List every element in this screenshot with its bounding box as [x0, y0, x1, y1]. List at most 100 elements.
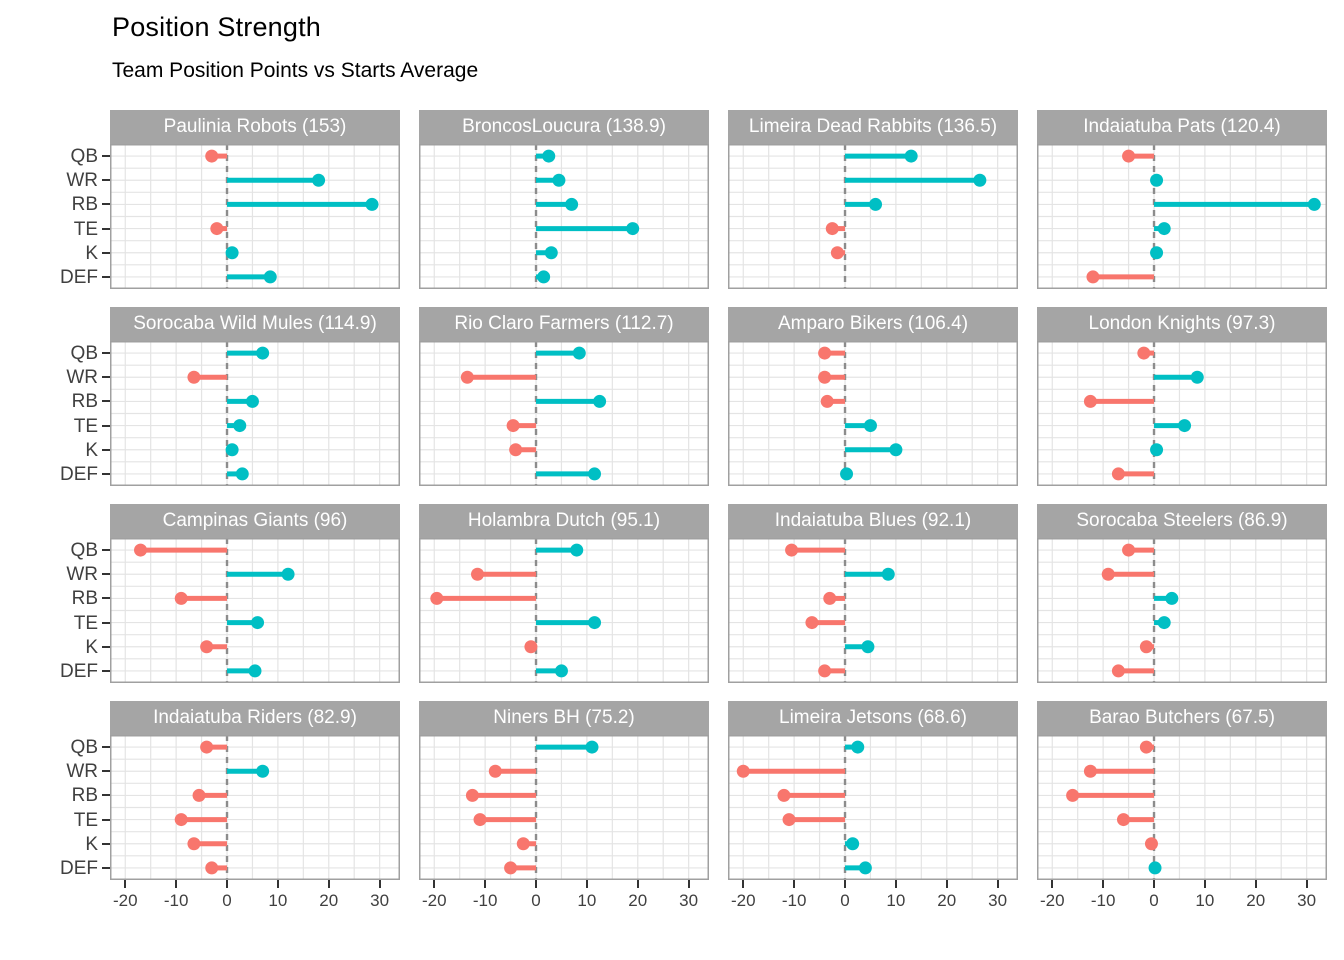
lollipop-wr — [488, 764, 537, 778]
lollipop-te — [536, 616, 602, 630]
lollipop-dot — [205, 861, 219, 875]
lollipop-dot — [1307, 197, 1321, 211]
lollipop-wr — [1150, 173, 1164, 187]
panel-border — [728, 144, 1018, 289]
x-axis-tick — [327, 880, 330, 888]
y-axis-label-qb: QB — [70, 737, 98, 759]
lollipop-wr — [536, 173, 566, 187]
lollipop-dot — [430, 591, 444, 605]
lollipop-te — [782, 813, 846, 827]
lollipop-te — [1116, 813, 1155, 827]
lollipop-dot — [312, 173, 326, 187]
lollipop-te — [227, 616, 265, 630]
y-axis-tick — [102, 472, 110, 475]
panel-border — [419, 341, 709, 486]
y-axis-label-qb: QB — [70, 540, 98, 562]
x-axis-label: 30 — [1297, 891, 1317, 910]
lollipop-k — [516, 837, 537, 851]
lollipop-dot — [248, 664, 262, 678]
lollipop-dot — [1150, 443, 1164, 457]
lollipop-def — [536, 467, 602, 481]
gridlines — [728, 735, 1018, 880]
lollipop-rb — [820, 394, 846, 408]
lollipop-wr — [845, 173, 987, 187]
lollipop-dot — [225, 443, 239, 457]
facet-panel — [728, 735, 1018, 880]
lollipop-qb — [1122, 543, 1155, 557]
lollipop-wr — [187, 370, 228, 384]
x-axis-label: 20 — [319, 891, 339, 910]
lollipop-qb — [536, 740, 599, 754]
panel-border — [110, 341, 400, 486]
lollipop-def — [1086, 270, 1155, 284]
panel-border — [419, 735, 709, 880]
lollipop-dot — [200, 640, 214, 654]
x-axis-label: 10 — [577, 891, 597, 910]
lollipop-rb — [227, 197, 379, 211]
lollipop-dot — [904, 149, 918, 163]
panel-border — [1037, 341, 1327, 486]
x-axis-tick — [484, 880, 487, 888]
lollipop-dot — [174, 591, 188, 605]
x-axis-tick — [1051, 880, 1054, 888]
lollipop-dot — [1148, 861, 1162, 875]
x-axis-tick — [793, 880, 796, 888]
gridlines — [1037, 538, 1327, 683]
facet-panel — [110, 538, 400, 683]
panel-border — [419, 538, 709, 683]
y-axis-tick — [102, 155, 110, 158]
lollipop-dot — [187, 837, 201, 851]
x-axis-label: -10 — [472, 891, 498, 910]
facet-panel — [728, 538, 1018, 683]
lollipop-def — [1111, 664, 1155, 678]
lollipop-rb — [1154, 197, 1321, 211]
lollipop-qb — [536, 346, 586, 360]
lollipop-dot — [1139, 640, 1153, 654]
lollipop-te — [1154, 616, 1171, 630]
facet-panel — [1037, 144, 1327, 289]
lollipop-dot — [585, 740, 599, 754]
x-axis-tick — [1305, 880, 1308, 888]
panel-border — [728, 538, 1018, 683]
y-axis-label-te: TE — [73, 218, 98, 240]
lollipop-rb — [777, 788, 846, 802]
y-axis-label-wr: WR — [66, 564, 98, 586]
lollipop-dot — [1137, 346, 1151, 360]
y-axis-label-rb: RB — [71, 588, 98, 610]
lollipop-dot — [572, 346, 586, 360]
facet-panel — [110, 735, 400, 880]
lollipop-te — [506, 419, 537, 433]
lollipop-wr — [227, 764, 270, 778]
lollipop-wr — [845, 567, 895, 581]
facet-title: Limeira Dead Rabbits (136.5) — [728, 110, 1018, 144]
lollipop-dot — [858, 861, 872, 875]
facet-title: Indaiatuba Blues (92.1) — [728, 504, 1018, 538]
lollipop-dot — [192, 788, 206, 802]
gridlines — [728, 538, 1018, 683]
lollipop-dot — [1190, 370, 1204, 384]
x-axis-label: -20 — [421, 891, 447, 910]
lollipop-rb — [845, 197, 883, 211]
lollipop-k — [845, 640, 875, 654]
lollipop-dot — [1116, 813, 1130, 827]
lollipop-dot — [1150, 246, 1164, 260]
panel-border — [110, 144, 400, 289]
facet-panel — [110, 341, 400, 486]
y-axis-tick — [102, 621, 110, 624]
lollipop-k — [536, 246, 558, 260]
x-axis-label: 30 — [988, 891, 1008, 910]
x-axis-tick — [1102, 880, 1105, 888]
facet-panel — [1037, 735, 1327, 880]
lollipop-qb — [845, 740, 865, 754]
x-axis-label: -20 — [730, 891, 756, 910]
y-axis-tick — [102, 794, 110, 797]
x-axis-label: 0 — [222, 891, 232, 910]
facet-title: Holambra Dutch (95.1) — [419, 504, 709, 538]
x-axis-tick — [945, 880, 948, 888]
lollipop-dot — [840, 467, 854, 481]
panel-border — [419, 144, 709, 289]
lollipop-dot — [818, 346, 832, 360]
lollipop-dot — [542, 149, 556, 163]
y-axis-tick — [102, 597, 110, 600]
panel-border — [728, 341, 1018, 486]
